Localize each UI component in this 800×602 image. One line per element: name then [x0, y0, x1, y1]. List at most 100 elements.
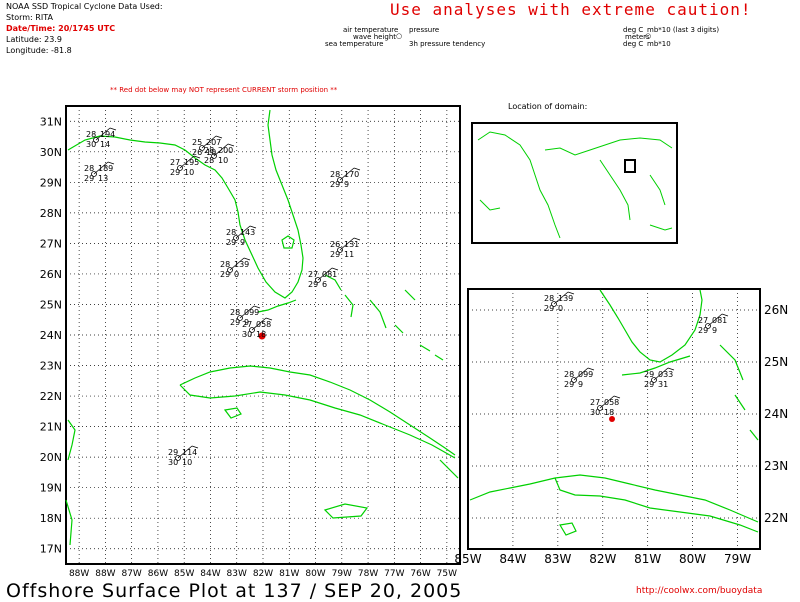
svg-text:11: 11	[344, 250, 354, 259]
svg-text:27: 27	[698, 316, 708, 325]
wind-barb	[265, 317, 273, 321]
wind-barb	[201, 135, 217, 149]
wind-barb	[707, 313, 723, 327]
datetime: Date/Time: 20/1745 UTC	[6, 24, 116, 33]
main-map: 31N 30N 29N 28N 27N 26N 25N 24N 23N 22N 21N 20N 19N 1…	[40, 105, 461, 579]
svg-text:9: 9	[244, 318, 249, 327]
station-circle-icon	[651, 377, 657, 383]
wind-barb	[613, 395, 621, 399]
svg-text:29: 29	[330, 180, 340, 189]
domain-box	[624, 159, 636, 173]
station-plot: 27 058 30 18	[242, 317, 273, 339]
lon-label: 84W	[499, 552, 526, 566]
lon-label: 80W	[679, 552, 706, 566]
wind-barb	[587, 367, 595, 371]
svg-text:30: 30	[242, 330, 252, 339]
wind-barb	[353, 167, 361, 171]
station-plot: 28 099 29 9	[564, 367, 595, 389]
svg-text:0: 0	[558, 304, 563, 313]
svg-text:18: 18	[256, 330, 266, 339]
wind-barb	[109, 127, 117, 131]
wind-barb	[107, 161, 115, 165]
svg-text:131: 131	[344, 240, 359, 249]
svg-text:200: 200	[218, 146, 233, 155]
svg-text:25: 25	[192, 138, 202, 147]
station-circle-icon	[211, 153, 217, 159]
wind-barb	[215, 135, 223, 139]
footer-url[interactable]: http://coolwx.com/buoydata	[636, 586, 763, 596]
station-circle-icon	[315, 277, 321, 283]
station-legend: air temperature pressure wave height ○ s…	[325, 26, 795, 50]
svg-text:6: 6	[322, 280, 327, 289]
station-circle-icon	[705, 323, 711, 329]
svg-text:27: 27	[242, 320, 252, 329]
svg-text:29: 29	[564, 380, 574, 389]
svg-text:28: 28	[86, 130, 96, 139]
svg-text:30: 30	[86, 140, 96, 149]
lat-label: 25N	[40, 298, 62, 311]
lat-label: 21N	[40, 421, 62, 434]
location-title: Location of domain:	[508, 102, 588, 111]
svg-text:29: 29	[698, 326, 708, 335]
storm-name: Storm: RITA	[6, 13, 53, 22]
legend-wave-height: wave height	[353, 33, 397, 41]
wind-barb	[599, 395, 615, 409]
station-plot: 28 189 29 13	[84, 161, 115, 183]
lon-label: 78W	[358, 569, 378, 579]
svg-text:9: 9	[578, 380, 583, 389]
svg-text:29: 29	[84, 174, 94, 183]
lon-label: 83W	[544, 552, 571, 566]
lat-label: 31N	[40, 115, 62, 128]
svg-text:29: 29	[544, 304, 554, 313]
station-circle-icon	[227, 267, 233, 273]
station-circle-icon	[91, 171, 97, 177]
station-plot: 25 207 26 10	[192, 135, 223, 157]
lon-label: 87W	[121, 569, 141, 579]
station-circle-icon: ○	[396, 32, 403, 40]
station-plot: 29 033 29 31	[644, 367, 675, 389]
lon-label: 82W	[253, 569, 273, 579]
svg-text:10: 10	[206, 148, 216, 157]
legend-mb-last3: mb*10 (last 3 digits)	[647, 26, 720, 34]
svg-text:29: 29	[644, 380, 654, 389]
lon-label: 86W	[148, 569, 168, 579]
lon-label: 84W	[200, 569, 220, 579]
svg-text:26: 26	[330, 240, 340, 249]
lat-label: 17N	[40, 543, 62, 556]
svg-text:033: 033	[658, 370, 673, 379]
svg-text:13: 13	[98, 174, 108, 183]
location-inset-map	[471, 122, 678, 244]
wind-barb	[251, 317, 267, 331]
svg-text:9: 9	[240, 238, 245, 247]
station-plot: 28 143 29 9	[226, 225, 257, 247]
station-circle-icon	[551, 301, 557, 307]
wind-barb	[339, 167, 355, 181]
wind-barb	[193, 155, 201, 159]
wind-barb	[721, 313, 729, 317]
svg-text:058: 058	[604, 398, 619, 407]
svg-text:29: 29	[308, 280, 318, 289]
wind-barb	[553, 291, 569, 305]
station-circle-icon: ○	[645, 32, 652, 40]
station-plot: 28 139 29 0	[544, 291, 575, 313]
lon-label: 77W	[384, 569, 404, 579]
lon-label: 88W	[95, 569, 115, 579]
svg-text:058: 058	[256, 320, 271, 329]
wind-barb	[339, 237, 355, 251]
legend-pressure: pressure	[409, 26, 440, 34]
legend-meters: meters	[625, 33, 650, 41]
wind-barb	[213, 143, 229, 157]
svg-text:28: 28	[204, 156, 214, 165]
legend-mb-10: mb*10	[647, 40, 671, 48]
legend-air-temp: air temperature	[343, 26, 399, 34]
lat-label: 26N	[40, 268, 62, 281]
footer-title: Offshore Surface Plot at 137 / SEP 20, 2…	[6, 580, 463, 602]
svg-text:9: 9	[712, 326, 717, 335]
station-circle-icon	[337, 247, 343, 253]
svg-text:10: 10	[218, 156, 228, 165]
svg-text:28: 28	[544, 294, 554, 303]
svg-text:29: 29	[230, 318, 240, 327]
svg-text:0: 0	[234, 270, 239, 279]
legend-deg-c-2: deg C	[623, 40, 644, 48]
svg-text:26: 26	[192, 148, 202, 157]
